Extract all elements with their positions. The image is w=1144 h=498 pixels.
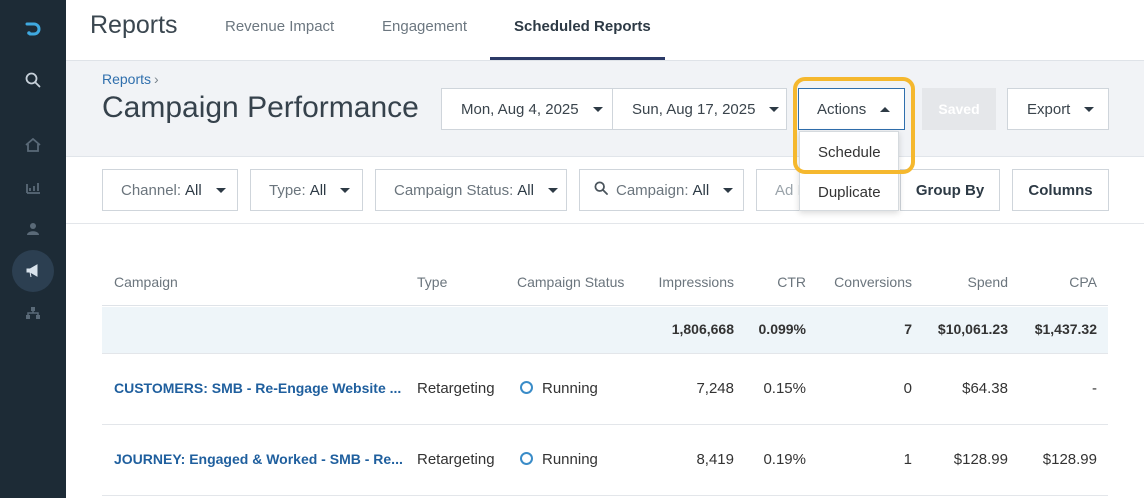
- impressions-value: 8,419: [696, 451, 734, 468]
- campaign-type: Retargeting: [417, 451, 495, 468]
- campaign-status-filter[interactable]: Campaign Status: All: [375, 169, 567, 211]
- running-status-icon: [520, 381, 533, 394]
- export-button[interactable]: Export: [1007, 88, 1109, 130]
- page-header: Reports › Campaign Performance Mon, Aug 4…: [66, 61, 1144, 157]
- conversions-value: 1: [903, 451, 912, 468]
- column-header-spend[interactable]: Spend: [967, 274, 1008, 290]
- saved-button: Saved: [922, 88, 996, 130]
- filter-bar: Channel: All Type: All Campaign Status: …: [66, 157, 1144, 224]
- breadcrumb[interactable]: Reports ›: [102, 71, 159, 87]
- total-cpa: $1,437.32: [1034, 321, 1097, 337]
- tab-revenue-impact[interactable]: Revenue Impact: [225, 18, 335, 35]
- campaign-filter[interactable]: Campaign: All: [579, 169, 744, 211]
- column-header-type[interactable]: Type: [417, 274, 448, 290]
- channel-filter-label: Channel:: [121, 181, 182, 199]
- search-icon: [594, 181, 608, 199]
- menu-item-schedule[interactable]: Schedule: [818, 143, 881, 161]
- table-header: Campaign Type Campaign Status Impression…: [102, 261, 1108, 306]
- hierarchy-icon[interactable]: [0, 298, 66, 328]
- tab-engagement[interactable]: Engagement: [382, 18, 468, 35]
- spend-value: $128.99: [953, 451, 1008, 468]
- active-tab-underline: [490, 57, 665, 60]
- impressions-value: 7,248: [696, 380, 734, 397]
- chevron-up-icon: [880, 106, 891, 112]
- total-ctr: 0.099%: [758, 321, 806, 337]
- chevron-down-icon: [592, 106, 603, 112]
- group-by-button[interactable]: Group By: [900, 169, 1000, 211]
- type-filter-label: Type:: [269, 181, 306, 199]
- ctr-value: 0.15%: [763, 380, 806, 397]
- columns-button[interactable]: Columns: [1012, 169, 1109, 211]
- column-header-ctr[interactable]: CTR: [777, 274, 806, 290]
- start-date-picker[interactable]: Mon, Aug 4, 2025: [441, 88, 613, 130]
- campaign-status-text: Running: [542, 451, 598, 468]
- running-status-icon: [520, 452, 533, 465]
- ad-filter-label: Ad I: [775, 181, 802, 199]
- column-header-cpa[interactable]: CPA: [1069, 274, 1097, 290]
- chevron-down-icon: [769, 106, 780, 112]
- ctr-value: 0.19%: [763, 451, 806, 468]
- actions-menu: Schedule Duplicate: [799, 131, 899, 211]
- total-spend: $10,061.23: [937, 321, 1008, 337]
- type-filter[interactable]: Type: All: [250, 169, 363, 211]
- page-title: Campaign Performance: [102, 91, 419, 124]
- campaign-link[interactable]: JOURNEY: Engaged & Worked - SMB - Re...: [114, 451, 403, 467]
- channel-filter-value: All: [185, 181, 202, 199]
- sidebar: [0, 0, 66, 498]
- app-title: Reports: [90, 11, 178, 39]
- column-header-impressions[interactable]: Impressions: [658, 274, 734, 290]
- home-icon[interactable]: [0, 130, 66, 160]
- actions-label: Actions: [817, 100, 867, 118]
- breadcrumb-reports[interactable]: Reports: [102, 71, 152, 87]
- campaign-filter-value: All: [692, 181, 710, 199]
- column-header-conversions[interactable]: Conversions: [834, 274, 912, 290]
- table-row: JOURNEY: Engaged & Worked - SMB - Re... …: [102, 425, 1108, 496]
- campaign-status-filter-value: All: [517, 181, 534, 199]
- total-conversions: 7: [904, 321, 912, 337]
- chevron-down-icon: [215, 187, 226, 193]
- type-filter-value: All: [309, 181, 327, 199]
- campaign-status: Running: [520, 380, 598, 397]
- campaign-status-text: Running: [542, 380, 598, 397]
- campaign-status-filter-label: Campaign Status:: [394, 181, 514, 199]
- campaign-status: Running: [520, 451, 598, 468]
- column-header-campaign[interactable]: Campaign: [114, 274, 178, 290]
- channel-filter[interactable]: Channel: All: [102, 169, 238, 211]
- chart-icon[interactable]: [0, 172, 66, 202]
- conversions-value: 0: [903, 380, 912, 397]
- chevron-down-icon: [723, 187, 734, 193]
- menu-item-duplicate[interactable]: Duplicate: [818, 183, 881, 201]
- cpa-value: -: [1092, 380, 1097, 397]
- campaign-link[interactable]: CUSTOMERS: SMB - Re-Engage Website ...: [114, 380, 402, 396]
- end-date-value: Sun, Aug 17, 2025: [632, 100, 756, 118]
- start-date-value: Mon, Aug 4, 2025: [461, 100, 579, 118]
- users-icon[interactable]: [0, 214, 66, 244]
- breadcrumb-separator: ›: [154, 71, 159, 87]
- logo-icon[interactable]: [0, 14, 66, 44]
- campaign-type: Retargeting: [417, 380, 495, 397]
- end-date-picker[interactable]: Sun, Aug 17, 2025: [612, 88, 787, 130]
- tab-scheduled-reports[interactable]: Scheduled Reports: [514, 18, 651, 35]
- chevron-down-icon: [1084, 106, 1095, 112]
- table-row: CUSTOMERS: SMB - Re-Engage Website ... R…: [102, 354, 1108, 425]
- search-icon[interactable]: [0, 65, 66, 95]
- campaign-filter-label: Campaign:: [616, 181, 689, 199]
- cpa-value: $128.99: [1042, 451, 1097, 468]
- chevron-down-icon: [547, 187, 558, 193]
- export-label: Export: [1027, 100, 1071, 118]
- totals-row: 1,806,668 0.099% 7 $10,061.23 $1,437.32: [102, 307, 1108, 354]
- actions-button[interactable]: Actions: [798, 88, 905, 130]
- column-header-campaign-status[interactable]: Campaign Status: [517, 274, 625, 290]
- megaphone-icon[interactable]: [0, 256, 66, 286]
- top-nav: Reports Revenue Impact Engagement Schedu…: [66, 0, 1144, 61]
- chevron-down-icon: [340, 187, 351, 193]
- spend-value: $64.38: [962, 380, 1008, 397]
- total-impressions: 1,806,668: [671, 321, 734, 337]
